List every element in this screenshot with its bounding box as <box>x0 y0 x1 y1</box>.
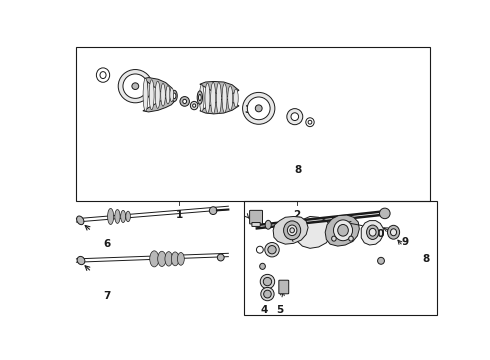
Ellipse shape <box>97 68 110 82</box>
Ellipse shape <box>177 252 184 265</box>
Ellipse shape <box>222 84 227 112</box>
Ellipse shape <box>161 84 165 106</box>
Text: 8: 8 <box>423 254 430 264</box>
Ellipse shape <box>338 225 348 236</box>
Ellipse shape <box>334 220 352 241</box>
Polygon shape <box>200 81 239 114</box>
Ellipse shape <box>256 246 263 253</box>
Ellipse shape <box>121 210 125 222</box>
Ellipse shape <box>349 236 353 241</box>
FancyBboxPatch shape <box>249 210 263 224</box>
Ellipse shape <box>198 94 201 100</box>
Ellipse shape <box>268 246 276 254</box>
Ellipse shape <box>199 85 204 112</box>
Ellipse shape <box>388 225 400 239</box>
Ellipse shape <box>173 93 176 99</box>
Ellipse shape <box>263 278 271 286</box>
Text: 6: 6 <box>103 239 110 249</box>
Ellipse shape <box>261 287 274 301</box>
Ellipse shape <box>265 220 271 229</box>
Ellipse shape <box>155 81 160 108</box>
Ellipse shape <box>306 118 314 127</box>
Ellipse shape <box>172 252 179 266</box>
Ellipse shape <box>332 236 336 241</box>
Text: 2: 2 <box>293 210 300 220</box>
Polygon shape <box>297 216 331 248</box>
Polygon shape <box>273 216 308 244</box>
Ellipse shape <box>172 90 177 102</box>
Text: 5: 5 <box>276 305 283 315</box>
Ellipse shape <box>264 290 271 298</box>
Polygon shape <box>143 77 174 112</box>
Text: 7: 7 <box>103 291 111 301</box>
Ellipse shape <box>290 228 294 233</box>
Ellipse shape <box>367 225 379 239</box>
Ellipse shape <box>247 97 270 120</box>
FancyBboxPatch shape <box>279 280 289 294</box>
Text: 10: 10 <box>371 229 385 239</box>
Ellipse shape <box>234 89 238 107</box>
Ellipse shape <box>379 208 390 219</box>
Ellipse shape <box>284 221 301 240</box>
Text: 1: 1 <box>175 210 183 220</box>
Ellipse shape <box>265 243 279 257</box>
Ellipse shape <box>391 229 396 236</box>
Ellipse shape <box>77 256 85 265</box>
Text: 8: 8 <box>295 165 302 175</box>
Ellipse shape <box>180 96 190 106</box>
Ellipse shape <box>149 80 154 110</box>
Ellipse shape <box>115 210 120 223</box>
Ellipse shape <box>369 228 376 236</box>
Ellipse shape <box>308 120 312 124</box>
Ellipse shape <box>118 69 152 103</box>
Ellipse shape <box>193 104 196 107</box>
Ellipse shape <box>166 86 170 104</box>
Text: 9: 9 <box>401 237 408 247</box>
Polygon shape <box>325 215 359 246</box>
Ellipse shape <box>165 252 172 266</box>
FancyBboxPatch shape <box>252 222 260 226</box>
Ellipse shape <box>100 72 106 78</box>
Ellipse shape <box>190 102 198 110</box>
Ellipse shape <box>150 251 159 267</box>
Ellipse shape <box>218 254 224 261</box>
Text: 3: 3 <box>245 105 252 115</box>
Ellipse shape <box>197 91 202 104</box>
Ellipse shape <box>217 82 221 114</box>
Ellipse shape <box>126 211 130 222</box>
Ellipse shape <box>211 82 216 114</box>
Ellipse shape <box>228 86 233 110</box>
Ellipse shape <box>170 88 173 102</box>
Ellipse shape <box>291 113 298 121</box>
Ellipse shape <box>209 207 217 215</box>
Ellipse shape <box>183 99 187 103</box>
Ellipse shape <box>158 251 166 266</box>
Ellipse shape <box>108 208 114 225</box>
Ellipse shape <box>205 83 210 113</box>
Polygon shape <box>361 221 383 245</box>
Ellipse shape <box>76 216 84 225</box>
Ellipse shape <box>143 78 148 111</box>
Ellipse shape <box>243 93 275 124</box>
Ellipse shape <box>132 83 139 90</box>
Ellipse shape <box>255 105 262 112</box>
Ellipse shape <box>378 257 385 264</box>
Ellipse shape <box>287 109 303 125</box>
Ellipse shape <box>288 225 297 235</box>
Ellipse shape <box>260 274 275 289</box>
Ellipse shape <box>260 263 266 269</box>
Text: 4: 4 <box>261 305 268 315</box>
Ellipse shape <box>123 74 147 98</box>
